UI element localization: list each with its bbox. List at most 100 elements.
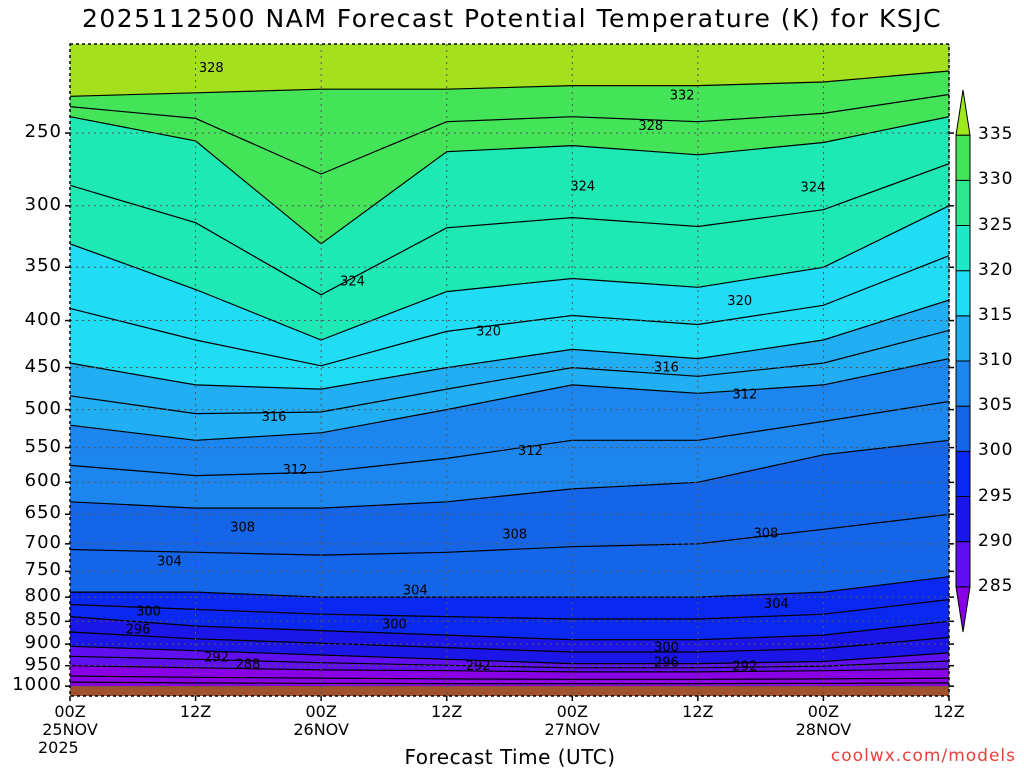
isotherm-line [70,400,949,477]
theta-band [70,576,949,640]
contour-label: 308 [753,526,778,541]
y-tick-label: 500 [24,397,62,419]
y-tick-label: 250 [24,121,62,143]
isotherm-line [70,616,949,641]
isotherm-line [70,631,949,653]
x-tick-label: 00Z 26NOV [281,703,361,739]
x-tick-time: 00Z [556,702,588,721]
theta-band [70,44,949,97]
x-tick-label: 12Z [658,703,738,721]
contour-label-text: 312 [733,387,758,402]
contour-label-text: 300 [136,604,161,619]
chart-title: 2025112500 NAM Forecast Potential Temper… [81,4,943,33]
colorbar-segment [955,225,971,272]
contour-label-text: 304 [764,597,789,612]
contour-label-text: 304 [157,555,182,570]
contour-label: 328 [199,61,224,76]
isotherm-line [70,665,949,673]
theta-band [70,440,949,598]
contour-label: 292 [466,659,491,674]
contour-label: 296 [126,622,151,637]
contour-label: 304 [157,555,182,570]
isotherm-line [70,70,949,97]
y-tick-label: 900 [24,632,62,654]
contour-label-text: 328 [638,119,663,134]
temperature-bands [70,44,949,696]
y-tick-label: 550 [24,435,62,457]
theta-band [70,71,949,244]
theta-band [70,358,949,509]
contour-label-text: 328 [199,61,224,76]
colorbar-segment [955,134,971,181]
isotherm-line [70,329,949,415]
y-tick-label: 1000 [12,674,62,696]
y-tick-label: 950 [24,653,62,675]
isotherm-contours [70,70,949,685]
colorbar-segment [955,360,971,407]
x-tick-time: 00Z [54,702,86,721]
contour-label: 292 [204,650,229,665]
contour-label-text: 312 [283,463,308,478]
theta-band [70,616,949,664]
contour-labels: 328 332 328 324 324 324 320 320 316 312 316 312 312 3… [126,61,826,674]
colorbar-tick-label: 310 [978,350,1014,370]
contour-label-text: 316 [654,361,679,376]
contour-label-text: 308 [502,527,527,542]
y-tick-label: 700 [24,531,62,553]
contour-label: 316 [262,410,287,425]
colorbar-segment [955,586,971,633]
contour-label-text: 292 [466,659,491,674]
isotherm-line [70,681,949,685]
y-tick-label: 850 [24,609,62,631]
x-axis-title: Forecast Time (UTC) [404,745,616,769]
contour-label: 308 [230,520,255,535]
colorbar-tick-label: 320 [978,259,1014,280]
theta-band [70,300,949,441]
axis-ticks [65,132,954,701]
isotherm-line [70,358,949,441]
y-tick-label: 800 [24,585,62,607]
y-tick-label: 350 [24,255,62,277]
colorbar-tick-label: 285 [978,575,1014,596]
contour-label: 328 [638,119,663,134]
colorbar-tick-label: 325 [978,214,1014,235]
y-tick-label: 750 [24,559,62,581]
contour-label: 300 [654,640,679,655]
colorbar-tick-label: 295 [978,485,1014,506]
contour-label-text: 300 [382,618,407,633]
contour-label: 320 [476,324,501,339]
contour-label: 308 [502,527,527,542]
colorbar-tick-label: 315 [978,304,1014,325]
contour-label: 296 [654,655,679,670]
colorbar-tick-label: 305 [978,395,1014,416]
x-tick-time: 00Z [305,702,337,721]
colorbar [955,89,971,633]
x-tick-time: 12Z [431,702,463,721]
plot-frame [69,43,950,697]
contour-label: 300 [136,604,161,619]
contour-label-text: 316 [262,410,287,425]
colorbar-segment [955,270,971,317]
contour-label: 324 [570,179,595,194]
contour-label: 304 [403,584,428,599]
contour-label: 300 [382,618,407,633]
contour-label-text: 308 [230,520,255,535]
theta-band [70,205,949,390]
contour-label-text: 296 [654,655,679,670]
isotherm-line [70,655,949,669]
y-tick-label: 600 [24,470,62,492]
x-tick-date: 25NOV [42,720,98,739]
contour-label-text: 304 [403,584,428,599]
colorbar-segment [955,496,971,543]
x-tick-label: 00Z 25NOV 2025 [30,703,110,757]
colorbar-tick-label: 300 [978,440,1014,461]
x-tick-time: 00Z [807,702,840,721]
colorbar-segment [955,450,971,498]
y-tick-label: 450 [24,355,62,377]
isotherm-line [70,513,949,556]
source-credit[interactable]: coolwx.com/models [830,746,1016,766]
isotherm-line [70,299,949,390]
contour-label-text: 320 [476,324,501,339]
contour-label-text: 332 [670,89,695,104]
